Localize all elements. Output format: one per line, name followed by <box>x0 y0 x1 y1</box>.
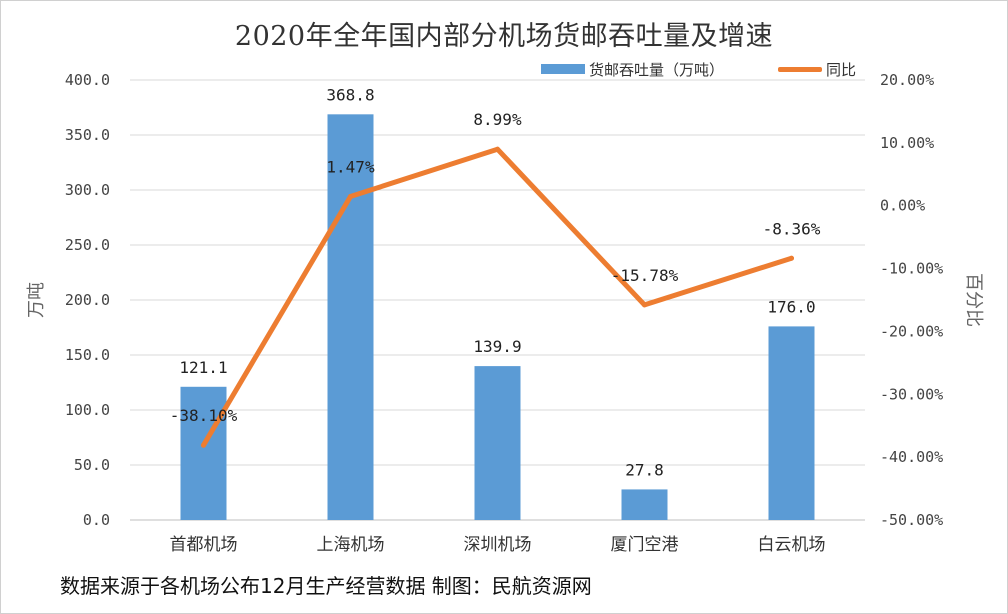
left-tick-label: 50.0 <box>74 456 110 474</box>
axis-ticks: 0.0 50.0 100.0 150.0 200.0 250.0 300.0 350.0 400… <box>65 71 943 529</box>
data-labels: 121.1 368.8 139.9 27.8 176.0 -38.10% 1.47% 8.99… <box>170 85 821 479</box>
chart-title: 2020年全年国内部分机场货邮吞吐量及增速 <box>234 21 774 52</box>
category-label: 厦门空港 <box>611 535 679 555</box>
bar-value-label: 368.8 <box>326 85 374 104</box>
left-tick-label: 150.0 <box>65 346 110 364</box>
line-value-label: -8.36% <box>763 219 821 238</box>
bar <box>327 114 374 520</box>
line-value-label: -15.78% <box>611 266 679 285</box>
category-label: 上海机场 <box>317 535 385 555</box>
right-tick-label: -30.00% <box>880 385 943 403</box>
right-tick-label: -20.00% <box>880 322 943 340</box>
category-label: 深圳机场 <box>464 535 532 555</box>
line-point <box>201 442 206 448</box>
left-tick-label: 400.0 <box>65 71 110 89</box>
line-value-label: 8.99% <box>473 110 522 129</box>
left-tick-label: 200.0 <box>65 291 110 309</box>
right-tick-label: 20.00% <box>880 71 934 89</box>
line-point <box>495 146 500 152</box>
right-tick-label: 10.00% <box>880 134 934 152</box>
category-labels: 首都机场 上海机场 深圳机场 厦门空港 白云机场 <box>170 535 826 555</box>
left-axis-title: 万吨 <box>26 282 47 318</box>
right-axis-title: 百分比 <box>963 273 984 327</box>
line-point <box>642 302 647 308</box>
legend-line-swatch <box>778 66 822 72</box>
line-value-label: -38.10% <box>170 406 238 425</box>
source-footer: 数据来源于各机场公布12月生产经营数据 制图：民航资源网 <box>60 574 592 598</box>
bar <box>180 386 227 520</box>
left-tick-label: 100.0 <box>65 401 110 419</box>
category-label: 白云机场 <box>758 535 826 555</box>
legend-line-label: 同比 <box>826 60 857 79</box>
axis-titles: 万吨 百分比 <box>26 273 984 327</box>
line-series <box>201 146 794 448</box>
legend-item-bar: 货邮吞吐量（万吨） <box>541 58 724 80</box>
legend-item-line: 同比 <box>778 58 856 80</box>
bar-value-label: 176.0 <box>767 297 815 316</box>
right-tick-label: -10.00% <box>880 260 943 278</box>
line-point <box>348 193 353 199</box>
legend-bar-swatch <box>541 64 585 74</box>
bar <box>768 326 815 520</box>
line-value-label: 1.47% <box>326 157 375 176</box>
right-tick-label: 0.00% <box>880 197 925 215</box>
right-tick-label: -40.00% <box>880 448 943 466</box>
right-tick-label: -50.00% <box>880 511 943 529</box>
line-point <box>789 255 794 261</box>
left-tick-label: 250.0 <box>65 236 110 254</box>
left-tick-label: 350.0 <box>65 126 110 144</box>
bar-value-label: 27.8 <box>625 460 664 479</box>
bar <box>474 366 521 520</box>
left-tick-label: 0.0 <box>83 511 110 529</box>
left-tick-label: 300.0 <box>65 181 110 199</box>
bar-value-label: 121.1 <box>179 358 227 377</box>
legend-bar-label: 货邮吞吐量（万吨） <box>589 60 725 79</box>
bar-series <box>180 114 815 520</box>
bar <box>621 489 668 520</box>
bar-value-label: 139.9 <box>473 337 521 356</box>
category-label: 首都机场 <box>170 535 238 555</box>
